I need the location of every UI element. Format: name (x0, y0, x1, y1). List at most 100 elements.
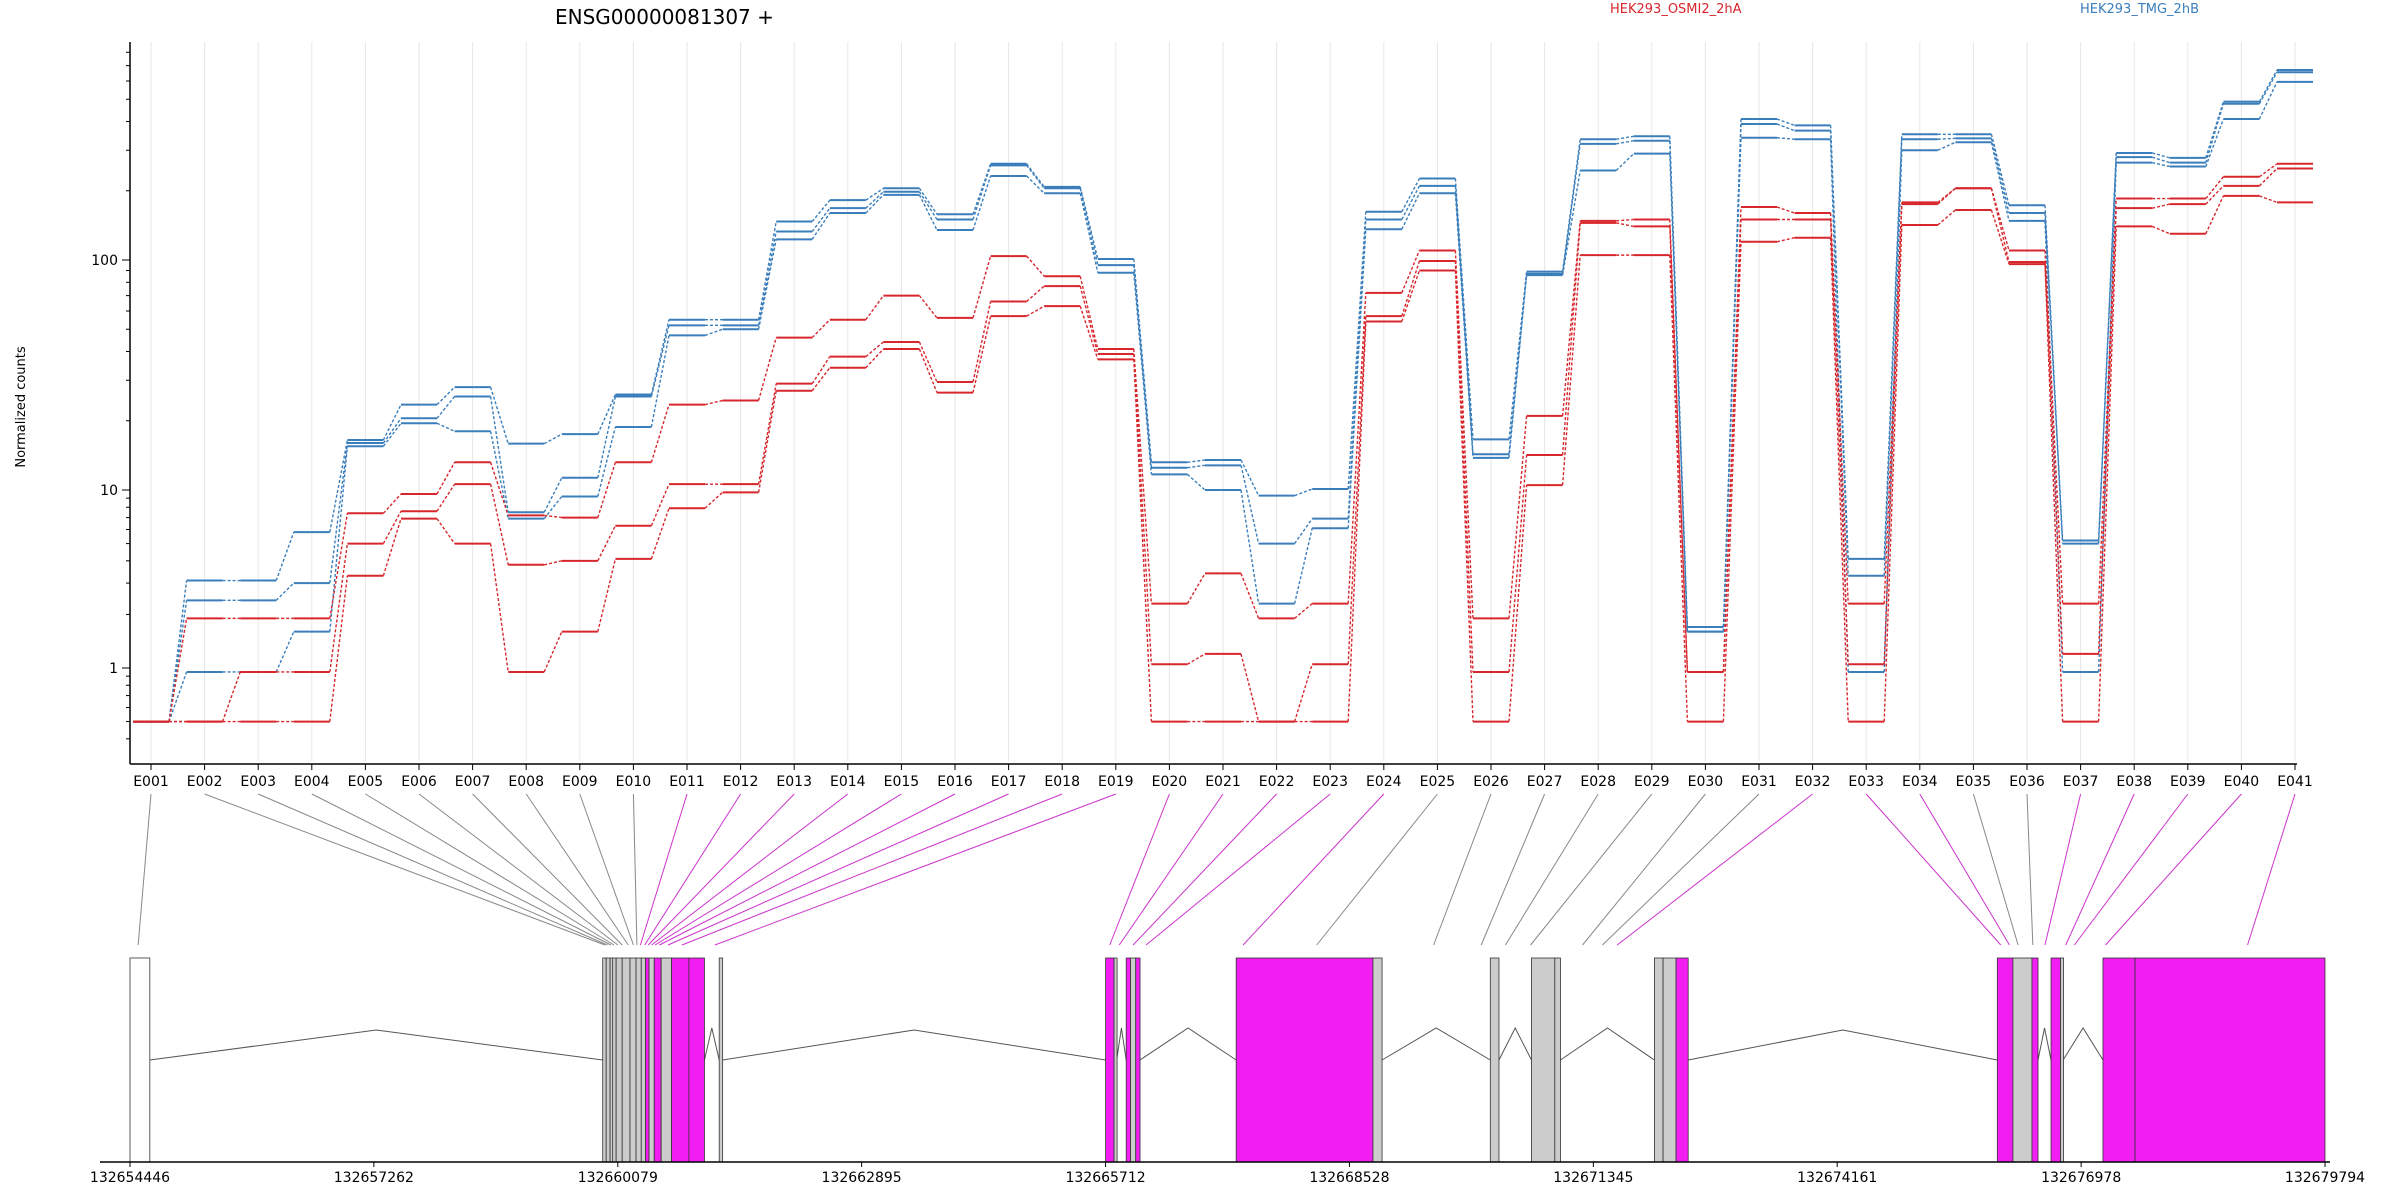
exon-block (615, 957, 623, 1163)
connector-segment (1937, 187, 1956, 205)
connector-segment (650, 404, 670, 463)
connector-segment (1722, 219, 1742, 672)
y-tick-label: 1 (109, 661, 118, 677)
callout-line (667, 793, 1009, 946)
callout-line (1242, 793, 1385, 946)
connector-segment (1079, 188, 1099, 266)
connector-segment (650, 335, 670, 428)
callout-line (137, 793, 152, 946)
connector-segment (1990, 188, 2010, 251)
connector-segment (1079, 305, 1099, 360)
connector-segment (1401, 185, 1421, 220)
intron-line (1560, 1027, 1655, 1061)
connector-segment (2151, 156, 2171, 164)
connector-segment (1990, 134, 2010, 206)
callout-line (651, 793, 849, 946)
connector-segment (2097, 226, 2117, 722)
exon-block (718, 957, 724, 1163)
connector-segment (1401, 260, 1421, 317)
intron-line (1688, 1029, 1998, 1061)
connector-segment (1240, 653, 1260, 722)
connector-segment (2044, 264, 2064, 722)
connector-segment (972, 255, 992, 319)
connector-segment (1937, 209, 1956, 226)
connector-segment (1186, 473, 1206, 491)
connector-segment (1990, 188, 2010, 263)
connector-segment (1508, 415, 1528, 619)
connector-segment (650, 319, 670, 395)
connector-segment (543, 631, 563, 673)
connector-segment (918, 194, 938, 231)
connector-segment (1240, 489, 1260, 604)
connector-segment (1294, 603, 1313, 619)
connector-segment (1454, 178, 1474, 440)
connector-segment (757, 390, 777, 493)
intron-line (1381, 1027, 1491, 1061)
connector-segment (1561, 255, 1581, 486)
connector-segment (2151, 225, 2171, 235)
connector-segment (436, 483, 456, 512)
exon-block (2031, 957, 2039, 1163)
connector-segment (1508, 273, 1528, 455)
connector-segment (1829, 237, 1849, 722)
connector-segment (1669, 226, 1689, 672)
x-tick-label: E009 (562, 774, 598, 790)
connector-segment (168, 600, 188, 722)
connector-segment (275, 531, 295, 581)
connector-segment (704, 491, 724, 509)
connector-segment (489, 484, 509, 565)
x-tick-label: E016 (937, 774, 973, 790)
series-osmi2-3 (133, 162, 2313, 723)
connector-segment (489, 462, 509, 516)
connector-segment (329, 575, 349, 722)
connector-segment (1079, 186, 1099, 260)
callout-line (681, 793, 1063, 946)
connector-segment (382, 417, 402, 444)
connector-segment (865, 341, 884, 358)
x-tick-label: E041 (2277, 774, 2313, 790)
genomic-tick-label: 132674161 (1797, 1170, 1877, 1186)
x-tick-label: E026 (1473, 774, 1509, 790)
exon-block (629, 957, 637, 1163)
connector-segment (1776, 237, 1795, 243)
connector-segment (597, 462, 617, 518)
connector-segment (2205, 103, 2225, 163)
connector-segment (1561, 139, 1581, 272)
exon-block (640, 957, 646, 1163)
connector-segment (221, 671, 241, 722)
connector-segment (489, 396, 509, 513)
connector-segment (1293, 528, 1313, 604)
connector-segment (1454, 270, 1474, 722)
gene-model-layer: 132654446 132657262 132660079 132662895 1326… (90, 957, 2365, 1186)
x-tick-label: E010 (616, 774, 652, 790)
exon-block (2102, 957, 2136, 1163)
connector-segment (757, 337, 777, 401)
x-tick-label: E014 (830, 774, 866, 790)
connector-segment (757, 383, 777, 485)
genomic-tick-label: 132676978 (2041, 1170, 2121, 1186)
connector-segment (275, 582, 295, 601)
connector-segment (2258, 167, 2278, 187)
connector-segment (1990, 138, 2010, 214)
connector-segment (972, 165, 992, 220)
intron-line (149, 1029, 603, 1061)
callout-layer (137, 793, 2296, 946)
connector-segment (2097, 208, 2117, 654)
connector-segment (1561, 220, 1581, 416)
connector-segment (1990, 142, 2010, 221)
connector-segment (811, 356, 831, 385)
callout-line (525, 793, 629, 946)
connector-segment (1776, 118, 1795, 127)
connector-segment (1829, 219, 1849, 665)
x-tick-label: E001 (133, 774, 169, 790)
connector-segment (1240, 459, 1260, 496)
connector-segment (1829, 130, 1849, 576)
connector-segment (1187, 653, 1206, 665)
connector-segment (436, 422, 455, 432)
x-tick-label: E024 (1366, 774, 1402, 790)
callout-line (632, 793, 638, 946)
connector-segment (329, 543, 349, 673)
x-tick-label: E015 (884, 774, 920, 790)
connector-segment (1883, 224, 1903, 722)
intron-line (2062, 1027, 2104, 1061)
